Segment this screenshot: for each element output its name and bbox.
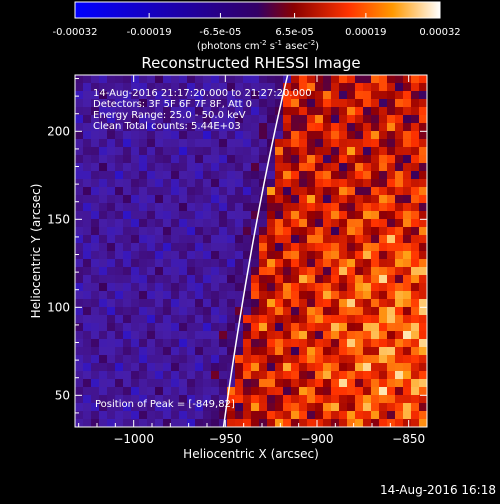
- chart-title: Reconstructed RHESSI Image: [141, 54, 360, 72]
- image-annotations: 14-Aug-2016 21:17:20.000 to 21:27:20.000…: [93, 88, 312, 132]
- peak-position-label: Position of Peak = [-849,82]: [95, 399, 235, 410]
- annotation-line: Clean Total counts: 5.44E+03: [93, 121, 241, 132]
- colorbar: -0.00032 -0.00019 -6.5e-05 6.5e-05 0.00019 0.…: [53, 1, 461, 52]
- colorbar-tick-label: 0.00032: [419, 27, 460, 38]
- x-tick-label: −900: [301, 432, 334, 446]
- annotation-line: Detectors: 3F 5F 6F 7F 8F, Att 0: [93, 99, 252, 110]
- colorbar-ticks: -0.00032 -0.00019 -6.5e-05 6.5e-05 0.00019 0.…: [53, 13, 461, 38]
- footer-timestamp: 14-Aug-2016 16:18: [380, 483, 496, 497]
- x-axis-label: Heliocentric X (arcsec): [183, 447, 319, 461]
- y-tick-label: 200: [47, 124, 70, 138]
- x-tick-label: −950: [209, 432, 242, 446]
- y-tick-label: 50: [55, 388, 70, 402]
- colorbar-gradient: [74, 1, 441, 19]
- y-axis-label: Heliocentric Y (arcsec): [29, 184, 43, 319]
- colorbar-tick-label: -0.00032: [53, 27, 98, 38]
- annotation-line: Energy Range: 25.0 - 50.0 keV: [93, 110, 246, 121]
- y-tick-label: 100: [47, 300, 70, 314]
- colorbar-tick-label: 0.00019: [345, 27, 386, 38]
- x-tick-label: −850: [392, 432, 425, 446]
- annotation-line: 14-Aug-2016 21:17:20.000 to 21:27:20.000: [93, 88, 312, 99]
- y-tick-label: 150: [47, 212, 70, 226]
- plot-frame: [74, 74, 428, 428]
- colorbar-units: (photons cm-2 s-1 asec-2): [197, 39, 319, 52]
- colorbar-tick-label: 6.5e-05: [275, 27, 313, 38]
- colorbar-tick-label: -6.5e-05: [199, 27, 241, 38]
- x-tick-label: −1000: [113, 432, 154, 446]
- colorbar-tick-label: -0.00019: [127, 27, 172, 38]
- solar-limb-curve: [222, 75, 289, 427]
- x-axis-ticks: −1000 −950 −900 −850: [78, 75, 428, 446]
- heatmap-image: [75, 75, 427, 427]
- y-axis-ticks: 50 100 150 200: [47, 78, 427, 414]
